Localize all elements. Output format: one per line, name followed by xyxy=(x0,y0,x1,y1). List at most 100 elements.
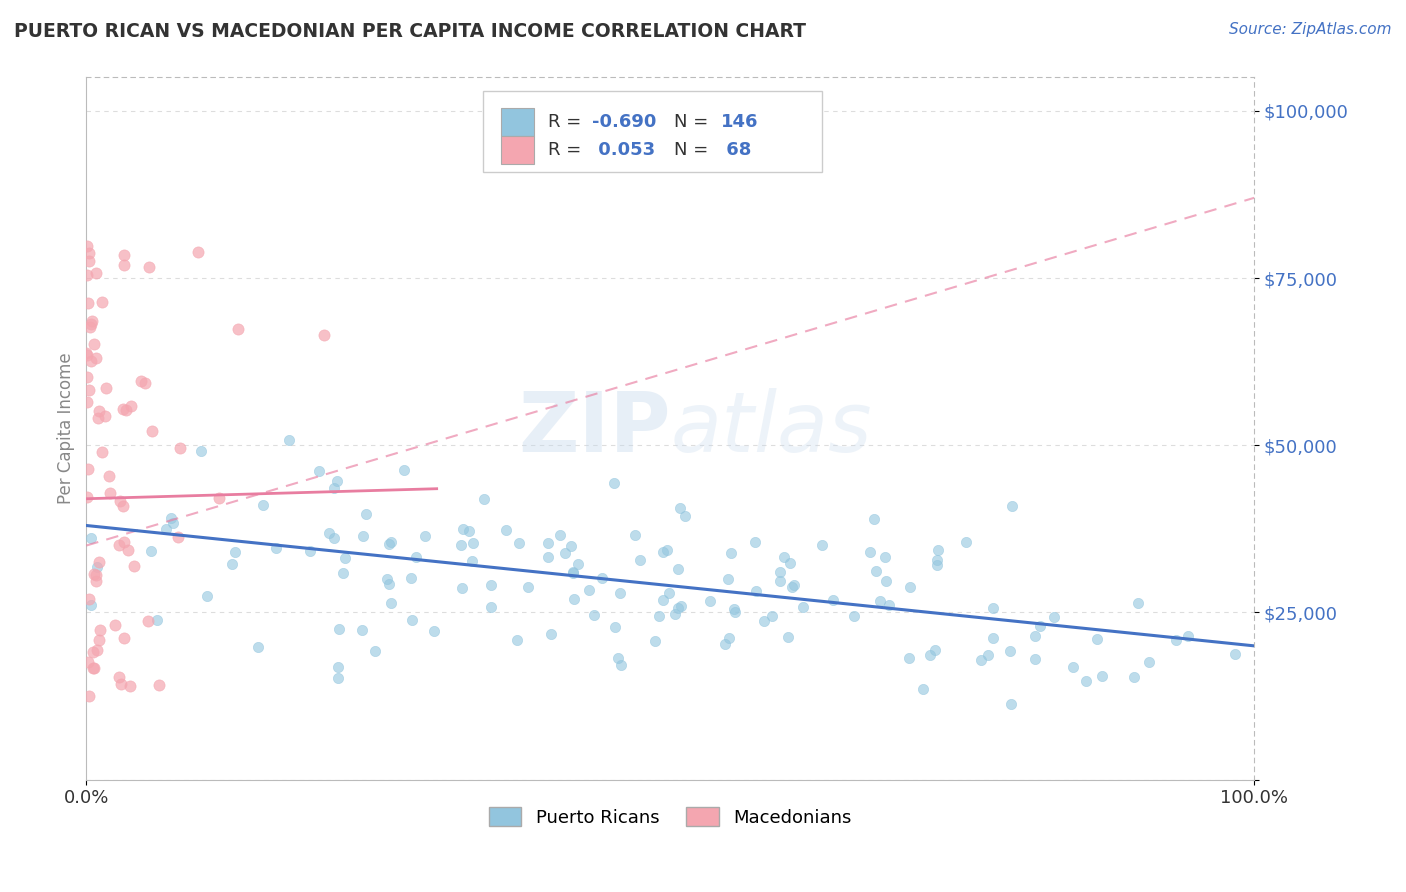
Point xyxy=(352,528,374,542)
Point xyxy=(83,337,105,351)
Point xyxy=(84,351,107,365)
Point xyxy=(76,655,98,669)
Point xyxy=(266,541,288,556)
Point xyxy=(1029,619,1052,633)
Point xyxy=(869,594,891,608)
Bar xyxy=(501,136,534,163)
Point xyxy=(423,624,446,638)
Point xyxy=(924,643,946,657)
Point xyxy=(326,475,349,489)
Point xyxy=(699,593,721,607)
Point xyxy=(401,613,423,627)
Point xyxy=(1043,609,1066,624)
Point xyxy=(875,549,897,564)
Point xyxy=(745,584,768,599)
Point xyxy=(326,660,349,674)
Point xyxy=(120,679,142,693)
Point xyxy=(603,620,626,634)
Point xyxy=(89,623,111,637)
Point xyxy=(224,545,246,559)
Point xyxy=(779,556,801,570)
Point xyxy=(86,643,108,657)
Point xyxy=(458,524,481,538)
Point xyxy=(112,247,135,261)
Point xyxy=(911,682,934,697)
Text: atlas: atlas xyxy=(671,388,872,469)
Point xyxy=(75,346,97,360)
Point xyxy=(1062,660,1084,674)
Point xyxy=(666,562,689,576)
Point xyxy=(461,536,484,550)
Point xyxy=(190,443,212,458)
Point xyxy=(554,546,576,560)
Point xyxy=(87,555,110,569)
Point xyxy=(561,565,583,579)
Point xyxy=(823,593,845,607)
Point xyxy=(112,534,135,549)
Point xyxy=(495,523,517,537)
Point xyxy=(875,574,897,588)
Point xyxy=(167,530,190,544)
Point xyxy=(141,424,163,438)
Point xyxy=(998,644,1021,658)
Point xyxy=(977,648,1000,662)
Point xyxy=(247,640,270,654)
Point xyxy=(82,313,104,327)
Bar xyxy=(501,108,534,136)
Point xyxy=(652,593,675,607)
Point xyxy=(460,553,482,567)
Point xyxy=(83,567,105,582)
Point xyxy=(76,370,98,384)
Point xyxy=(657,543,679,558)
Point xyxy=(146,613,169,627)
Point xyxy=(134,376,156,391)
Point xyxy=(187,245,209,260)
Y-axis label: Per Capita Income: Per Capita Income xyxy=(58,352,75,504)
Point xyxy=(897,650,920,665)
Point xyxy=(720,546,742,560)
Point xyxy=(651,545,673,559)
Point xyxy=(536,550,558,565)
Point xyxy=(122,559,145,574)
Point xyxy=(769,565,792,579)
Point xyxy=(562,566,585,581)
Point xyxy=(97,468,120,483)
Point xyxy=(314,328,336,343)
Point xyxy=(603,475,626,490)
Point xyxy=(169,442,191,456)
Point xyxy=(859,544,882,558)
Point xyxy=(252,498,274,512)
Point xyxy=(139,544,162,558)
Point xyxy=(80,354,103,368)
Point xyxy=(111,500,134,514)
Point xyxy=(155,522,177,536)
Point xyxy=(226,322,249,336)
Point xyxy=(77,383,100,397)
Point xyxy=(79,317,101,331)
Point xyxy=(76,239,98,253)
Point xyxy=(453,522,475,536)
Point xyxy=(1164,633,1187,648)
Point xyxy=(666,601,689,615)
Point xyxy=(112,631,135,645)
Point xyxy=(378,576,401,591)
Point xyxy=(77,690,100,704)
Text: 68: 68 xyxy=(720,141,752,159)
Point xyxy=(104,617,127,632)
Point xyxy=(1000,697,1022,711)
Point xyxy=(84,567,107,582)
Point xyxy=(138,615,160,629)
Point xyxy=(744,534,766,549)
Point xyxy=(375,572,398,586)
Point xyxy=(714,637,737,651)
Point xyxy=(108,670,131,684)
Point xyxy=(1177,630,1199,644)
Point xyxy=(1137,655,1160,669)
Point xyxy=(1000,500,1022,514)
Legend: Puerto Ricans, Macedonians: Puerto Ricans, Macedonians xyxy=(481,800,859,834)
Point xyxy=(669,599,692,614)
Bar xyxy=(484,92,823,172)
Point xyxy=(392,463,415,477)
Point xyxy=(723,601,745,615)
Point xyxy=(472,491,495,506)
